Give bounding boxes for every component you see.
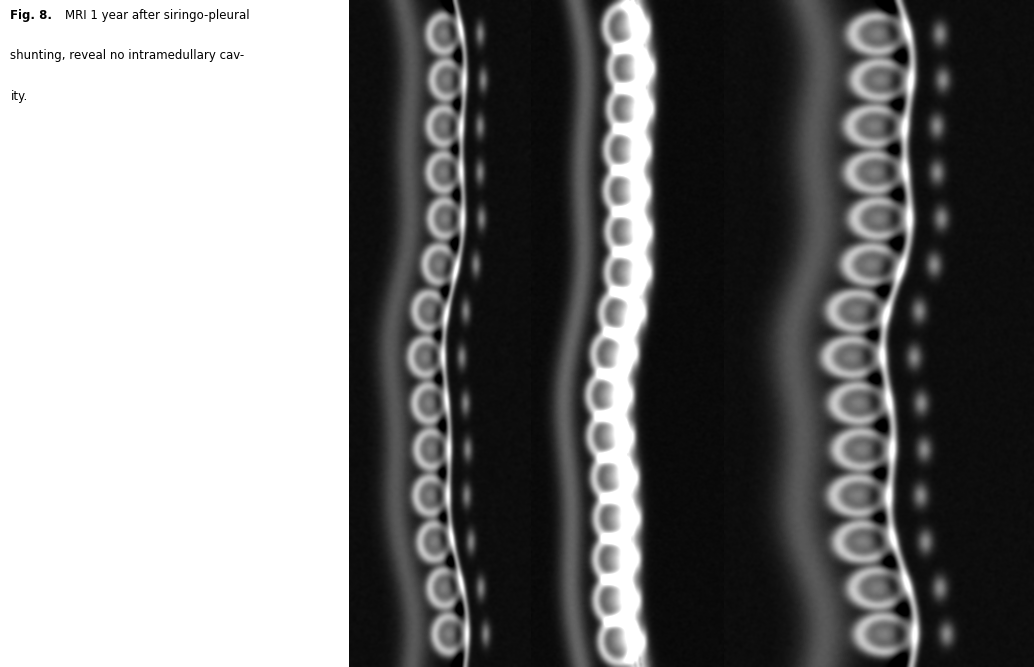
Text: Fig. 8.: Fig. 8. [10, 9, 53, 22]
Text: MRI 1 year after siringo-pleural: MRI 1 year after siringo-pleural [65, 9, 249, 22]
Text: ity.: ity. [10, 89, 28, 103]
Text: shunting, reveal no intramedullary cav-: shunting, reveal no intramedullary cav- [10, 49, 245, 62]
